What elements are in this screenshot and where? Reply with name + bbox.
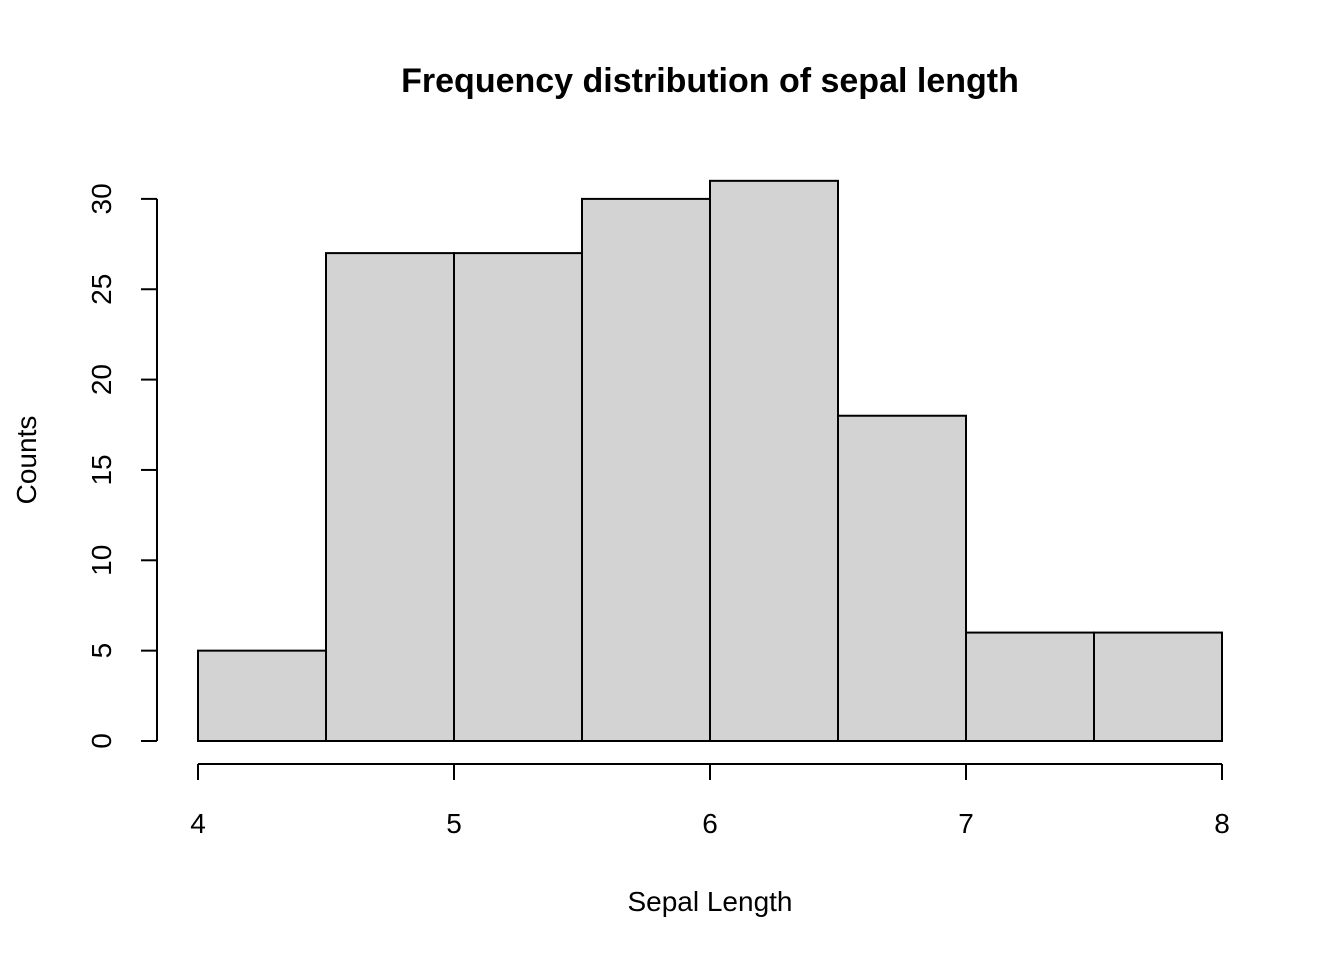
y-axis-label: Counts [11,416,42,505]
histogram-bar [709,179,839,742]
y-tick-label: 15 [86,454,117,485]
x-axis: 4 5 6 7 8 [190,763,1230,839]
histogram-bar [325,252,455,743]
histogram-bar [837,414,967,742]
x-tick-label: 5 [446,808,462,839]
histogram-bar [453,252,583,743]
histogram-bar [1093,631,1223,743]
chart-title: Frequency distribution of sepal length [401,62,1019,100]
y-tick-label: 25 [86,274,117,305]
x-tick-label: 7 [958,808,974,839]
histogram-bar [965,631,1095,743]
histogram-bar [197,649,327,743]
y-tick-label: 0 [86,733,117,749]
y-tick-label: 10 [86,545,117,576]
x-axis-label: Sepal Length [627,886,792,917]
bars-group [197,179,1223,743]
x-tick-label: 6 [702,808,718,839]
y-axis: 0 5 10 15 20 25 30 [86,183,158,749]
y-tick-label: 5 [86,643,117,659]
y-tick-label: 30 [86,183,117,214]
histogram-bar [581,197,711,742]
x-tick-label: 8 [1214,808,1230,839]
y-tick-label: 20 [86,364,117,395]
x-tick-label: 4 [190,808,206,839]
